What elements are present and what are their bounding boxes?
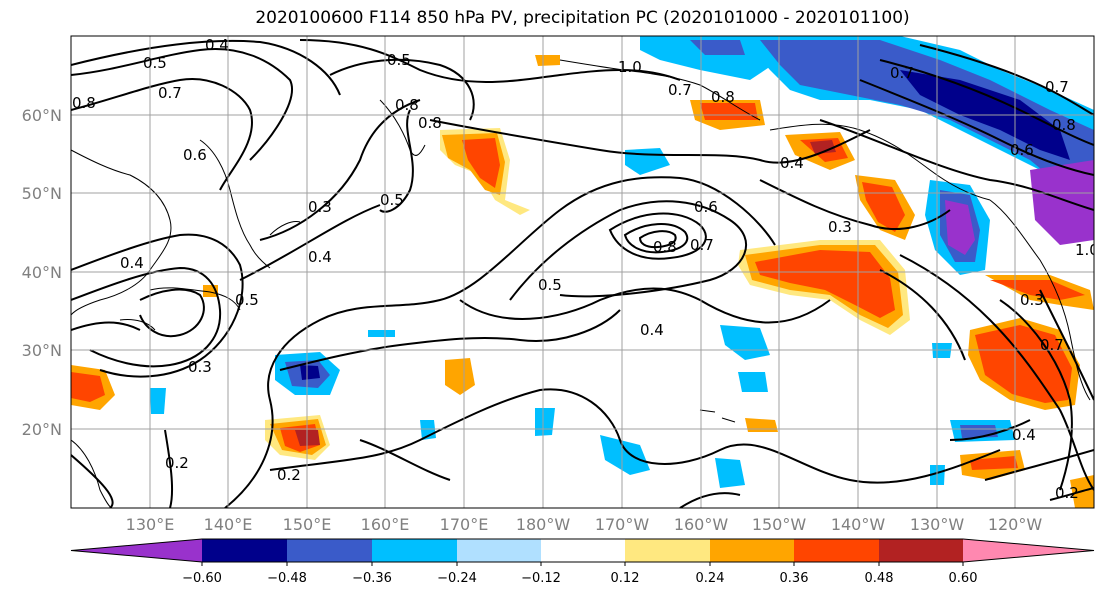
contour-label: 0.7 bbox=[1040, 336, 1064, 354]
contour-label: 0.4 bbox=[205, 36, 229, 54]
contour-label: 0.8 bbox=[418, 114, 442, 132]
colorbar-tick-label: 0.60 bbox=[949, 571, 978, 586]
map-title: 2020100600 F114 850 hPa PV, precipitatio… bbox=[255, 8, 910, 28]
colorbar-swatch bbox=[372, 539, 457, 562]
contour-label: 0.7 bbox=[158, 84, 182, 102]
contour-label: 0.7 bbox=[1045, 78, 1069, 96]
colorbar-tick-label: 0.36 bbox=[780, 571, 809, 586]
lon-label: 170°W bbox=[595, 515, 650, 534]
lat-label: 50°N bbox=[22, 184, 62, 203]
pv-contours bbox=[71, 39, 1094, 508]
colorbar-swatch bbox=[457, 539, 541, 562]
map-border bbox=[70, 35, 1095, 509]
colorbar-tick-label: 0.48 bbox=[865, 571, 894, 586]
graticule bbox=[71, 36, 1094, 508]
lon-label: 140°E bbox=[204, 515, 253, 534]
contour-label: 0.2 bbox=[165, 454, 189, 472]
lon-label: 180°W bbox=[516, 515, 571, 534]
contour-label: 0.4 bbox=[120, 254, 144, 272]
contour-label: 0.5 bbox=[538, 276, 562, 294]
lon-label: 140°W bbox=[831, 515, 886, 534]
contour-label: 0.4 bbox=[1012, 426, 1036, 444]
lat-label: 60°N bbox=[22, 106, 62, 125]
contour-label: 0.5 bbox=[143, 54, 167, 72]
contour-label: 0.8 bbox=[395, 96, 419, 114]
contour-label: 0.2 bbox=[277, 466, 301, 484]
contour-label: 0.2 bbox=[1055, 484, 1079, 502]
colorbar-swatch bbox=[794, 539, 879, 562]
contour-label: 0.8 bbox=[653, 238, 677, 256]
contour-label: 0.3 bbox=[1020, 291, 1044, 309]
contour-label: 0.4 bbox=[780, 154, 804, 172]
colorbar-tick-label: 0.12 bbox=[611, 571, 640, 586]
lon-label: 170°E bbox=[440, 515, 489, 534]
contour-label: 0.7 bbox=[890, 64, 914, 82]
contour-label: 0.8 bbox=[1052, 116, 1076, 134]
contour-label: 0.4 bbox=[640, 321, 664, 339]
contour-label: 0.3 bbox=[188, 358, 212, 376]
lon-label: 120°W bbox=[988, 515, 1043, 534]
colorbar-swatch bbox=[71, 539, 202, 562]
colorbar-swatch bbox=[879, 539, 963, 562]
colorbar-swatch bbox=[710, 539, 794, 562]
colorbar-swatches bbox=[70, 538, 1095, 563]
colorbar-tick-label: −0.48 bbox=[267, 571, 307, 586]
colorbar-swatch bbox=[625, 539, 710, 562]
lon-label: 160°W bbox=[674, 515, 729, 534]
contour-label: 0.8 bbox=[711, 88, 735, 106]
contour-label: 0.3 bbox=[308, 198, 332, 216]
precipitation-shading bbox=[71, 36, 1094, 508]
contour-label: 0.6 bbox=[694, 198, 718, 216]
colorbar-tick-label: −0.60 bbox=[182, 571, 222, 586]
colorbar-ticks bbox=[201, 562, 964, 566]
contour-label: 0.7 bbox=[668, 81, 692, 99]
contour-label: 0.8 bbox=[72, 94, 96, 112]
coastlines bbox=[71, 59, 1091, 508]
contour-label: 0.6 bbox=[1010, 141, 1034, 159]
contour-label: 0.4 bbox=[308, 248, 332, 266]
contour-label: 0.6 bbox=[183, 146, 207, 164]
lat-label: 40°N bbox=[22, 263, 62, 282]
contour-labels: 0.4 0.5 0.5 0.8 0.7 0.6 0.8 0.8 1.0 0.7 … bbox=[72, 36, 1099, 502]
colorbar-swatch bbox=[287, 539, 372, 562]
contour-label: 1.0 bbox=[1075, 241, 1099, 259]
lat-label: 20°N bbox=[22, 420, 62, 439]
colorbar: −0.60 −0.48 −0.36 −0.24 −0.12 0.12 0.24 … bbox=[70, 538, 1095, 586]
longitude-labels: 130°E 140°E 150°E 160°E 170°E 180°W 170°… bbox=[126, 515, 1043, 534]
lon-label: 150°E bbox=[283, 515, 332, 534]
colorbar-tick-label: −0.24 bbox=[437, 571, 477, 586]
lon-label: 130°E bbox=[126, 515, 175, 534]
colorbar-tick-label: −0.36 bbox=[352, 571, 392, 586]
contour-label: 1.0 bbox=[618, 58, 642, 76]
contour-label: 0.5 bbox=[387, 51, 411, 69]
lat-label: 30°N bbox=[22, 341, 62, 360]
colorbar-swatch bbox=[541, 539, 625, 562]
colorbar-swatch bbox=[202, 539, 287, 562]
colorbar-tick-label: 0.24 bbox=[696, 571, 725, 586]
latitude-labels: 60°N 50°N 40°N 30°N 20°N bbox=[22, 106, 62, 439]
contour-label: 0.7 bbox=[690, 236, 714, 254]
lon-label: 160°E bbox=[361, 515, 410, 534]
contour-label: 0.5 bbox=[380, 191, 404, 209]
lon-label: 130°W bbox=[910, 515, 965, 534]
contour-label: 0.3 bbox=[828, 218, 852, 236]
colorbar-tick-label: −0.12 bbox=[521, 571, 561, 586]
lon-label: 150°W bbox=[752, 515, 807, 534]
contour-label: 0.5 bbox=[235, 291, 259, 309]
colorbar-swatch bbox=[963, 539, 1094, 562]
